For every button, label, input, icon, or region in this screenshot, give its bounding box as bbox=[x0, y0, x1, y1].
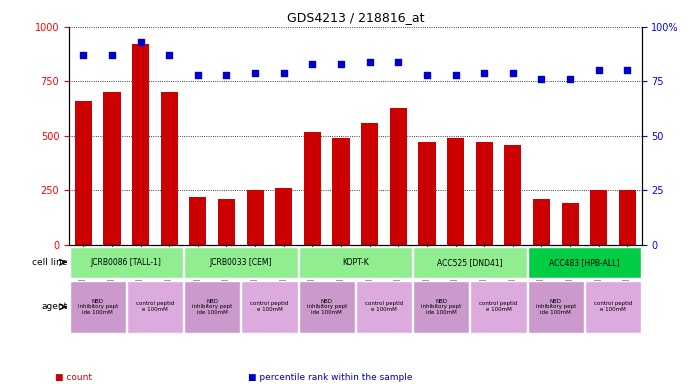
Point bbox=[106, 52, 117, 58]
Text: control peptid
e 100mM: control peptid e 100mM bbox=[365, 301, 403, 312]
Bar bbox=[104, 92, 121, 245]
Point bbox=[393, 59, 404, 65]
Bar bbox=[504, 145, 522, 245]
FancyBboxPatch shape bbox=[184, 281, 240, 333]
Point bbox=[593, 68, 604, 74]
Point bbox=[221, 72, 232, 78]
Text: ■ count: ■ count bbox=[55, 373, 92, 382]
Bar bbox=[275, 188, 293, 245]
Text: control peptid
e 100mM: control peptid e 100mM bbox=[250, 301, 288, 312]
Point bbox=[422, 72, 433, 78]
Point bbox=[536, 76, 547, 82]
Point bbox=[307, 61, 318, 67]
Text: JCRB0033 [CEM]: JCRB0033 [CEM] bbox=[210, 258, 272, 267]
Bar bbox=[533, 199, 550, 245]
Text: KOPT-K: KOPT-K bbox=[342, 258, 368, 267]
Bar bbox=[304, 132, 321, 245]
FancyBboxPatch shape bbox=[299, 247, 412, 278]
FancyBboxPatch shape bbox=[299, 281, 355, 333]
FancyBboxPatch shape bbox=[70, 247, 183, 278]
FancyBboxPatch shape bbox=[70, 281, 126, 333]
FancyBboxPatch shape bbox=[413, 281, 469, 333]
FancyBboxPatch shape bbox=[585, 281, 641, 333]
Point bbox=[507, 70, 518, 76]
Text: NBD
inhibitory pept
ide 100mM: NBD inhibitory pept ide 100mM bbox=[306, 298, 347, 315]
Point bbox=[622, 68, 633, 74]
Bar bbox=[447, 138, 464, 245]
Point bbox=[135, 39, 146, 45]
FancyBboxPatch shape bbox=[471, 281, 526, 333]
Text: NBD
inhibitory pept
ide 100mM: NBD inhibitory pept ide 100mM bbox=[192, 298, 233, 315]
Bar bbox=[619, 190, 636, 245]
Point bbox=[450, 72, 461, 78]
Text: control peptid
e 100mM: control peptid e 100mM bbox=[594, 301, 632, 312]
Text: NBD
inhibitory pept
ide 100mM: NBD inhibitory pept ide 100mM bbox=[77, 298, 118, 315]
Text: control peptid
e 100mM: control peptid e 100mM bbox=[136, 301, 174, 312]
Point bbox=[78, 52, 89, 58]
Point bbox=[164, 52, 175, 58]
Bar bbox=[418, 142, 435, 245]
FancyBboxPatch shape bbox=[127, 281, 183, 333]
FancyBboxPatch shape bbox=[356, 281, 412, 333]
FancyBboxPatch shape bbox=[528, 281, 584, 333]
Bar bbox=[218, 199, 235, 245]
Point bbox=[278, 70, 289, 76]
Text: NBD
inhibitory pept
ide 100mM: NBD inhibitory pept ide 100mM bbox=[535, 298, 576, 315]
FancyBboxPatch shape bbox=[241, 281, 297, 333]
Text: cell line: cell line bbox=[32, 258, 68, 267]
Point bbox=[250, 70, 261, 76]
Bar bbox=[161, 92, 178, 245]
Text: ACC525 [DND41]: ACC525 [DND41] bbox=[437, 258, 503, 267]
Bar bbox=[475, 142, 493, 245]
FancyBboxPatch shape bbox=[184, 247, 297, 278]
FancyBboxPatch shape bbox=[413, 247, 526, 278]
Bar bbox=[333, 138, 350, 245]
Title: GDS4213 / 218816_at: GDS4213 / 218816_at bbox=[286, 11, 424, 24]
Bar bbox=[75, 101, 92, 245]
Text: control peptid
e 100mM: control peptid e 100mM bbox=[480, 301, 518, 312]
Bar bbox=[361, 123, 378, 245]
Text: JCRB0086 [TALL-1]: JCRB0086 [TALL-1] bbox=[91, 258, 161, 267]
Point bbox=[193, 72, 204, 78]
Bar bbox=[189, 197, 206, 245]
Point bbox=[564, 76, 575, 82]
Text: ACC483 [HPB-ALL]: ACC483 [HPB-ALL] bbox=[549, 258, 620, 267]
Text: NBD
inhibitory pept
ide 100mM: NBD inhibitory pept ide 100mM bbox=[421, 298, 462, 315]
Bar bbox=[132, 44, 149, 245]
Bar bbox=[390, 108, 407, 245]
Point bbox=[479, 70, 490, 76]
Bar bbox=[246, 190, 264, 245]
FancyBboxPatch shape bbox=[528, 247, 641, 278]
Bar bbox=[590, 190, 607, 245]
Text: ■ percentile rank within the sample: ■ percentile rank within the sample bbox=[248, 373, 413, 382]
Bar bbox=[562, 204, 579, 245]
Point bbox=[364, 59, 375, 65]
Text: agent: agent bbox=[41, 302, 68, 311]
Point bbox=[335, 61, 346, 67]
